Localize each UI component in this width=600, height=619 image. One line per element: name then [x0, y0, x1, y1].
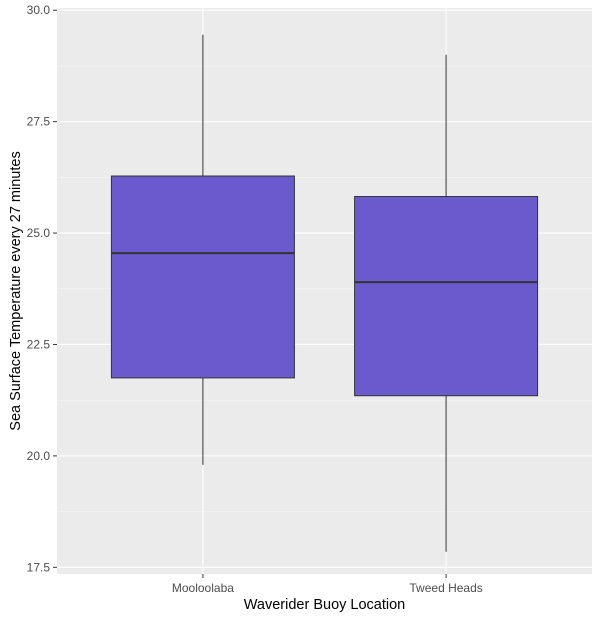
iqr-box	[354, 196, 539, 397]
iqr-box	[110, 175, 295, 379]
box-series	[110, 34, 539, 552]
y-axis-title: Sea Surface Temperature every 27 minutes	[8, 151, 24, 430]
y-tick-label: 22.5	[27, 337, 51, 351]
box-tweed-heads	[354, 54, 539, 552]
y-tick-label: 20.0	[27, 449, 51, 463]
box-mooloolaba	[110, 34, 295, 465]
x-axis: Mooloolaba Tweed Heads	[172, 574, 483, 595]
y-axis: 17.5 20.0 22.5 25.0 27.5 30.0	[27, 3, 57, 574]
y-tick-label: 30.0	[27, 3, 51, 17]
y-tick-label: 27.5	[27, 115, 51, 129]
y-tick-label: 25.0	[27, 226, 51, 240]
y-tick-label: 17.5	[27, 560, 51, 574]
x-tick-label: Mooloolaba	[172, 581, 234, 595]
x-tick-label: Tweed Heads	[409, 581, 482, 595]
x-axis-title: Waverider Buoy Location	[244, 597, 405, 613]
